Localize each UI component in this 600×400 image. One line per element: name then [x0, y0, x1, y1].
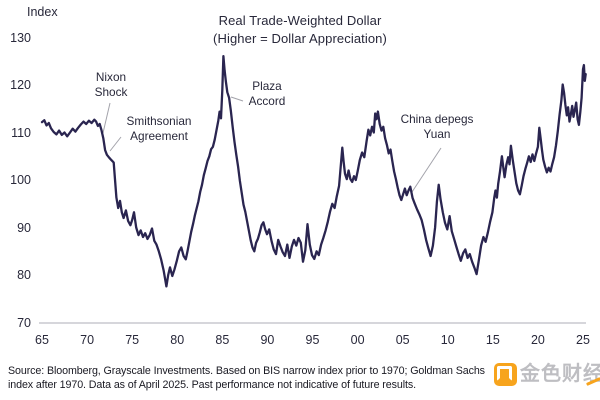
annotation-smithsonian-agreement: Smithsonian Agreement [111, 114, 207, 144]
y-tick-label: 90 [17, 220, 31, 235]
x-tick-label: 20 [530, 333, 545, 347]
x-tick-label: 10 [440, 333, 455, 347]
source-note-line1: Source: Bloomberg, Grayscale Investments… [8, 365, 485, 377]
annotation-plaza-accord: Plaza Accord [236, 79, 298, 109]
nixon-shock-leader-line [102, 102, 111, 134]
watermark-jinse-finance: 金色财经 [494, 362, 600, 386]
china-depegs-leader-line [411, 147, 442, 193]
x-tick-label: 25 [576, 333, 590, 347]
x-tick-label: 85 [215, 333, 230, 347]
y-tick-label: 130 [10, 30, 31, 45]
annotation-china-depegs-yuan: China depegs Yuan [393, 112, 481, 142]
x-tick-label: 95 [305, 333, 320, 347]
y-tick-label: 100 [10, 173, 31, 187]
x-tick-label: 80 [170, 333, 185, 347]
chart-title: Real Trade-Weighted Dollar (Higher = Dol… [0, 12, 600, 47]
plaza-accord-leader-line [230, 96, 244, 102]
jinse-logo-icon [494, 362, 517, 386]
annotation-text: Yuan [423, 127, 451, 141]
x-tick-label: 75 [125, 333, 140, 347]
annotation-text: China depegs [400, 112, 474, 126]
annotation-text: Shock [94, 85, 128, 99]
watermark-text: 金色财经 [520, 363, 600, 385]
x-tick-label: 90 [260, 333, 275, 347]
annotation-text: Smithsonian [126, 114, 192, 128]
smithsonian-leader-line [109, 136, 122, 152]
x-tick-label: 05 [395, 333, 410, 347]
y-tick-label: 120 [10, 78, 31, 92]
y-tick-label: 110 [11, 125, 31, 140]
y-tick-label: 80 [17, 268, 31, 282]
source-note: Source: Bloomberg, Grayscale Investments… [8, 364, 596, 392]
annotation-text: Plaza [252, 79, 282, 93]
annotation-text: Nixon [95, 70, 127, 84]
x-tick-label: 00 [350, 333, 365, 347]
x-tick-label: 15 [485, 333, 500, 347]
chart-title-line: Real Trade-Weighted Dollar [218, 13, 382, 28]
source-note-line2: index after 1970. Data as of April 2025.… [8, 379, 416, 391]
chart-subtitle: (Higher = Dollar Appreciation) [213, 30, 387, 46]
annotation-text: Agreement [130, 129, 188, 143]
dollar-index-line [40, 54, 587, 288]
y-axis-title: Index [27, 5, 58, 19]
x-tick-label: 70 [80, 333, 95, 347]
y-tick-label: 70 [17, 315, 31, 330]
annotation-text: Accord [248, 94, 286, 108]
annotation-nixon-shock: Nixon Shock [80, 70, 142, 100]
x-tick-label: 65 [35, 333, 49, 347]
